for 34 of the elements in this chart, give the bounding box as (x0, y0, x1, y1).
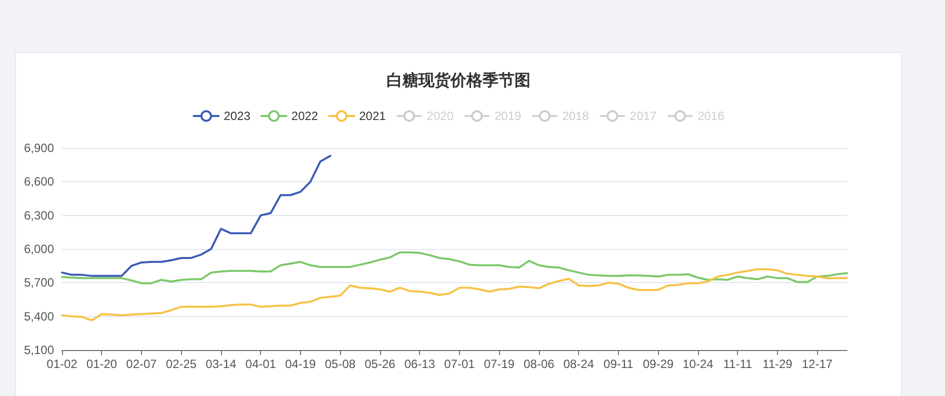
y-tick-label: 6,000 (24, 242, 54, 256)
x-tick-label: 04-19 (285, 357, 316, 371)
x-tick-label: 09-11 (604, 357, 634, 371)
x-tick-label: 12-17 (802, 357, 833, 371)
x-tick-label: 04-01 (245, 357, 276, 371)
x-tick-label: 08-06 (524, 357, 555, 371)
x-tick-label: 07-01 (444, 357, 476, 371)
x-tick-label: 03-14 (206, 357, 237, 371)
x-tick-label: 09-29 (642, 357, 674, 371)
x-tick-label: 02-25 (166, 357, 197, 371)
chart-title: 白糖现货价格季节图 (386, 70, 530, 90)
y-tick-label: 6,900 (24, 141, 54, 155)
x-tick-label: 08-24 (563, 357, 594, 371)
x-tick-label: 01-20 (86, 357, 118, 371)
y-tick-label: 5,100 (24, 343, 54, 357)
line-series (61, 154, 332, 277)
line-series (61, 268, 848, 322)
x-tick-label: 11-29 (762, 357, 793, 371)
line-series (61, 251, 848, 284)
y-tick-label: 6,600 (24, 174, 54, 189)
legend-label: 2023 (224, 109, 251, 123)
y-tick-label: 6,300 (24, 208, 54, 222)
y-tick-label: 5,400 (24, 309, 54, 324)
x-tick-label: 06-13 (404, 357, 436, 371)
legend-label: 2022 (291, 109, 318, 123)
x-tick-label: 02-07 (126, 357, 158, 371)
x-tick-label: 11-11 (723, 357, 752, 371)
x-tick-label: 05-26 (364, 357, 396, 371)
x-tick-label: 07-19 (484, 357, 515, 371)
legend-label: 2021 (359, 109, 386, 123)
x-tick-label: 10-24 (682, 357, 714, 371)
x-tick-label: 05-08 (324, 357, 356, 371)
y-tick-label: 5,700 (24, 276, 54, 290)
x-tick-label: 01-02 (46, 357, 78, 371)
